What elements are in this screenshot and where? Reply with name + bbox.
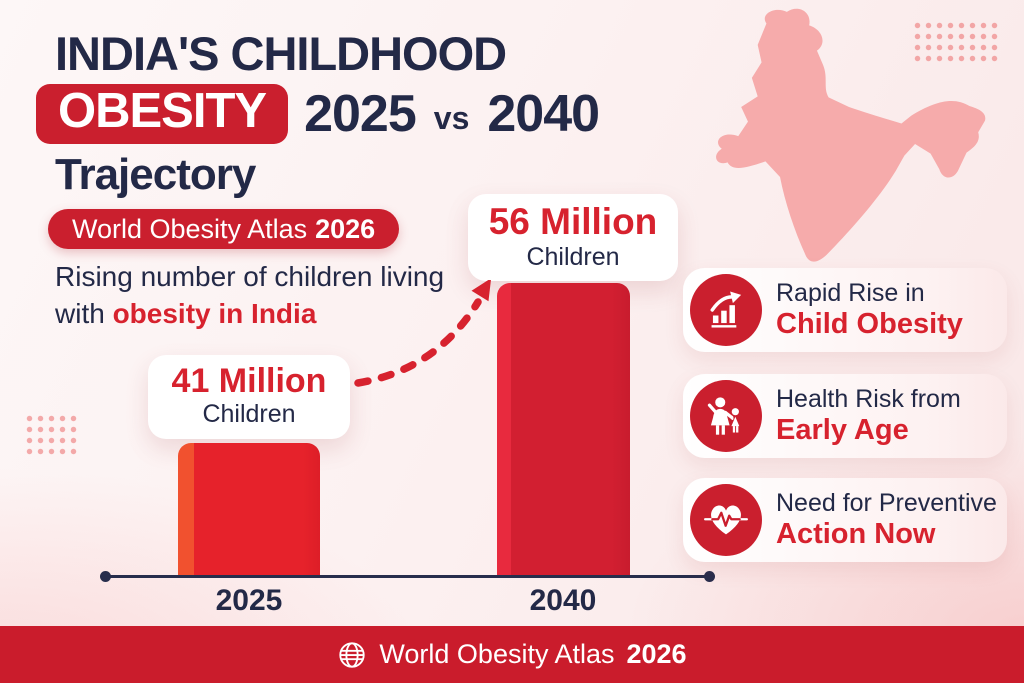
parent-child-icon [690,380,762,452]
trend-arrow-icon [354,280,492,387]
axis-endpoint-dot-left [100,571,111,582]
obesity-title-badge: OBESITY [36,84,289,144]
callout-health-risk: Health Risk from Early Age [683,374,1007,458]
footer-text: World Obesity Atlas [379,639,615,669]
callout-2-bottom: Early Age [776,414,909,447]
callout-text: Rapid Rise in Child Obesity [776,278,963,341]
callout-text: Need for Preventive Action Now [776,488,997,551]
bar-2040 [497,283,630,576]
page-title-line2: OBESITY 2025 vs 2040 [36,84,600,144]
page-title-line1: INDIA'S CHILDHOOD [55,27,507,80]
source-badge-text: World Obesity Atlas [72,213,308,244]
description-text: Rising number of children living with ob… [55,258,455,332]
dot-pattern-top-right [912,20,1000,64]
value-2040-sublabel: Children [526,242,620,271]
callout-text: Health Risk from Early Age [776,384,961,447]
axis-endpoint-dot-right [704,571,715,582]
rising-chart-icon [690,274,762,346]
dot-pattern-left [24,413,80,457]
source-badge-year: 2026 [315,213,376,244]
description-plain: Rising number of children living with [55,261,445,329]
x-tick-2040: 2040 [529,584,597,617]
callout-rapid-rise: Rapid Rise in Child Obesity [683,268,1007,352]
callout-1-bottom: Child Obesity [776,308,963,341]
title-vs: vs [433,99,470,136]
value-2025-sublabel: Children [202,400,296,429]
callout-preventive-action: Need for Preventive Action Now [683,478,1007,562]
footer-year: 2026 [626,639,687,669]
source-badge: World Obesity Atlas 2026 [48,209,400,249]
value-card-2040: 56 Million Children [468,194,678,282]
page-title-line3: Trajectory [55,150,256,199]
heartbeat-icon [690,484,762,556]
bar-2025 [178,443,320,576]
globe-icon [339,641,366,668]
footer-bar: World Obesity Atlas 2026 [0,626,1024,683]
value-2040: 56 Million [488,201,658,242]
callout-3-top: Need for Preventive [776,489,997,518]
value-2025: 41 Million [171,362,327,400]
x-axis-line [105,575,710,578]
title-year-left: 2025 [304,85,417,143]
callout-1-top: Rapid Rise in [776,279,925,308]
title-year-right: 2040 [487,85,600,143]
callout-3-bottom: Action Now [776,518,936,551]
callout-2-top: Health Risk from [776,385,961,414]
value-card-2025: 41 Million Children [148,355,350,440]
x-tick-2025: 2025 [215,584,283,617]
description-highlight: obesity in India [112,298,317,329]
india-map-silhouette [716,8,986,262]
